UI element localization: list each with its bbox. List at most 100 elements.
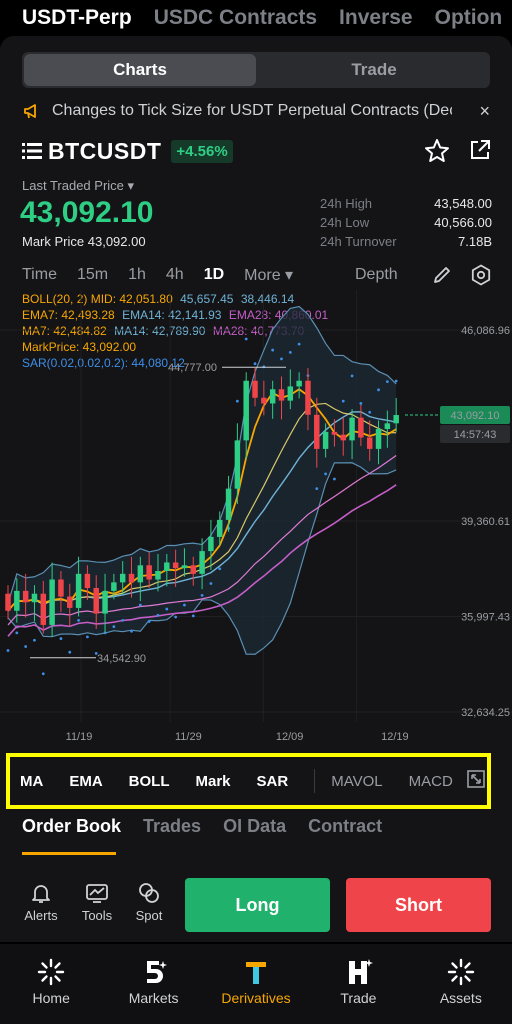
long-button[interactable]: Long (185, 878, 330, 932)
sar-dot (341, 399, 345, 403)
candle-body (172, 562, 179, 569)
sar-dot (368, 410, 372, 414)
expand-icon[interactable] (466, 769, 486, 789)
mark-price: Mark Price 43,092.00 (22, 234, 146, 249)
share-icon[interactable] (468, 138, 492, 162)
active-tab-underline (22, 852, 116, 855)
sar-dot (147, 620, 151, 623)
stat-row: 24h Low 40,566.00 (320, 215, 492, 234)
candle-body (305, 380, 311, 415)
last-traded-price-label[interactable]: Last Traded Price ▾ (22, 178, 135, 193)
last-price: 43,092.10 (20, 196, 154, 229)
candle-body (49, 579, 55, 625)
tab-option[interactable]: Option (434, 6, 503, 29)
sar-dot (33, 638, 36, 642)
tab-order-book[interactable]: Order Book (22, 816, 122, 836)
tab-usdc-contracts[interactable]: USDC Contracts (153, 6, 318, 29)
nav-home-label: Home (32, 990, 70, 1006)
ma7: MA7: 42,484.82 (22, 324, 107, 338)
close-icon[interactable]: × (479, 100, 490, 121)
candle-body (296, 380, 302, 387)
stat-row: 24h High 43,548.00 (320, 196, 492, 215)
star-icon[interactable] (424, 138, 450, 164)
symbol-name[interactable]: BTCUSDT (48, 137, 162, 164)
orderbook-tabs: Order Book Trades OI Data Contract (22, 816, 492, 856)
tab-oi-data[interactable]: OI Data (223, 816, 287, 836)
sar-dot (377, 388, 380, 392)
boll-mid: BOLL(20, 2) MID: 42,051.80 (22, 292, 173, 306)
candle-body (111, 582, 117, 591)
sar-dot (24, 645, 28, 648)
candle-body (225, 488, 232, 520)
candle-body (384, 423, 391, 430)
settings-icon[interactable] (470, 264, 492, 286)
tf-15m[interactable]: 15m (76, 266, 109, 283)
sar-dot (94, 651, 98, 655)
announcement-text: Changes to Tick Size for USDT Perpetual … (52, 102, 452, 119)
short-button[interactable]: Short (346, 878, 491, 932)
indicator-mavol[interactable]: MAVOL (331, 772, 383, 790)
ema28-line (7, 455, 397, 626)
spot-button[interactable]: Spot (126, 876, 172, 923)
candle-body (93, 588, 99, 614)
nav-trade[interactable]: Trade (307, 944, 409, 1024)
x-tick-label: 11/29 (175, 731, 202, 743)
menu-icon[interactable] (22, 142, 42, 160)
nav-home[interactable]: Home (0, 944, 102, 1024)
stat-value: 43,548.00 (434, 196, 492, 211)
sar-dot (59, 637, 63, 640)
candle-body (261, 397, 267, 404)
indicator-mark[interactable]: Mark (195, 772, 231, 790)
charts-trade-toggle: Charts Trade (22, 52, 490, 88)
candle-body (216, 519, 223, 537)
bottom-navigation: Home Markets Derivatives Trade (0, 944, 512, 1024)
nav-markets[interactable]: Markets (102, 944, 204, 1024)
stat-value: 40,566.00 (434, 215, 492, 230)
tab-trades[interactable]: Trades (143, 816, 202, 836)
tf-1h[interactable]: 1h (128, 266, 146, 283)
sar-dot (6, 649, 10, 652)
x-tick-label: 12/19 (381, 731, 409, 743)
markprice-legend: MarkPrice: 43,092.00 (22, 340, 140, 354)
tab-contract[interactable]: Contract (308, 816, 383, 836)
trade-icon (349, 959, 374, 984)
sar-dot (200, 594, 204, 597)
stat-row: 24h Turnover 7.18B (320, 234, 492, 253)
candle-body (243, 380, 249, 441)
depth-tab[interactable]: Depth (355, 266, 398, 283)
nav-trade-label: Trade (340, 990, 377, 1006)
tab-usdt-perp[interactable]: USDT-Perp (22, 6, 132, 29)
nav-assets[interactable]: Assets (410, 944, 512, 1024)
candle-body (366, 437, 373, 449)
sar-dot (156, 613, 160, 617)
nav-derivatives[interactable]: Derivatives (205, 944, 307, 1024)
tf-4h[interactable]: 4h (165, 266, 184, 283)
alerts-button[interactable]: Alerts (18, 876, 64, 923)
indicator-boll[interactable]: BOLL (128, 772, 170, 790)
stat-key: 24h High (320, 196, 373, 211)
tf-time[interactable]: Time (22, 266, 57, 283)
indicator-sar[interactable]: SAR (256, 772, 289, 790)
charts-tab[interactable]: Charts (24, 54, 256, 86)
trade-tab[interactable]: Trade (351, 60, 397, 79)
indicator-macd[interactable]: MACD (408, 772, 453, 790)
tf-1d[interactable]: 1D (203, 266, 225, 283)
ema7: EMA7: 42,493.28 (22, 308, 115, 322)
tab-inverse[interactable]: Inverse (339, 6, 413, 29)
candle-body (14, 590, 20, 611)
candle-body (340, 434, 346, 441)
candle-body (393, 415, 399, 424)
ema14: EMA14: 42,141.93 (122, 308, 222, 322)
candle-body (22, 590, 29, 603)
tf-more[interactable]: More ▾ (244, 267, 294, 284)
announcement-banner[interactable]: Changes to Tick Size for USDT Perpetual … (22, 96, 490, 126)
candle-body (278, 389, 285, 401)
indicator-ema[interactable]: EMA (69, 772, 103, 790)
indicator-ma[interactable]: MA (20, 772, 44, 790)
sar-dot (191, 614, 195, 618)
derivatives-icon (246, 962, 267, 984)
tools-button[interactable]: Tools (74, 876, 120, 923)
candlestick-chart[interactable]: 44,777.00 34,542.90 46,086.96 39,360.61 35,9… (0, 290, 512, 748)
pencil-icon[interactable] (432, 265, 452, 285)
candle-body (331, 431, 338, 435)
